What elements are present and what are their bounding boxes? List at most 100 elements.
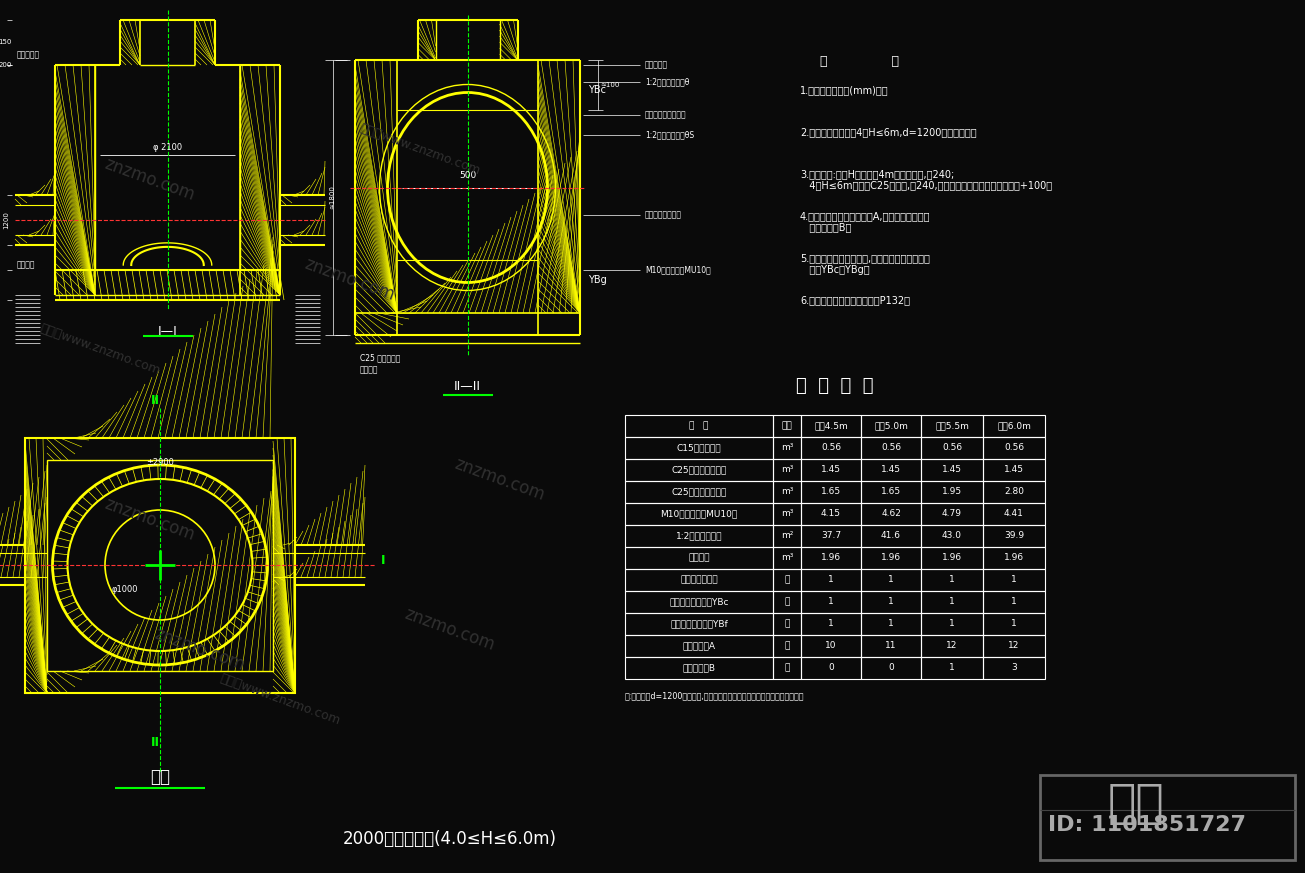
Text: 污水钉筋井盖座: 污水钉筋井盖座 bbox=[680, 575, 718, 585]
Bar bbox=[55, 65, 95, 295]
Bar bbox=[773, 459, 801, 481]
Bar bbox=[773, 635, 801, 657]
Text: 1.96: 1.96 bbox=[942, 553, 962, 562]
Text: 锥形进入段: 锥形进入段 bbox=[17, 50, 40, 59]
Bar bbox=[983, 459, 1045, 481]
Bar bbox=[1040, 775, 1295, 860]
Bar bbox=[773, 547, 801, 569]
Bar bbox=[921, 415, 983, 437]
Bar bbox=[773, 437, 801, 459]
Bar bbox=[355, 60, 397, 313]
Bar bbox=[773, 591, 801, 613]
Text: 2.80: 2.80 bbox=[1004, 487, 1024, 497]
Bar bbox=[983, 657, 1045, 679]
Bar bbox=[921, 437, 983, 459]
Bar bbox=[983, 415, 1045, 437]
Text: II—II: II—II bbox=[454, 380, 482, 393]
Bar bbox=[801, 635, 861, 657]
Text: 预制钢筋混凝土底板: 预制钢筋混凝土底板 bbox=[645, 111, 686, 120]
Bar bbox=[861, 635, 921, 657]
Text: 3.井壁厚度:井深H小于等于4m的分用一砍,厉240;
   4＜H≤6m的分用C25混凝土,厉240,且混凝土底座不低于管顶板底角+100。: 3.井壁厚度:井深H小于等于4m的分用一砍,厉240; 4＜H≤6m的分用C25… bbox=[800, 169, 1052, 190]
Text: 500: 500 bbox=[459, 170, 476, 180]
Bar bbox=[625, 569, 773, 591]
Text: 4.在碗形进入段如包密框舶A,在平碗混凝土井壁
   处包密框舶B。: 4.在碗形进入段如包密框舶A,在平碗混凝土井壁 处包密框舶B。 bbox=[800, 211, 930, 232]
Text: znzmo.com: znzmo.com bbox=[402, 605, 497, 655]
Text: 43.0: 43.0 bbox=[942, 532, 962, 540]
Bar bbox=[355, 313, 579, 343]
Text: 0: 0 bbox=[829, 663, 834, 672]
Text: 1: 1 bbox=[949, 620, 955, 629]
Bar bbox=[625, 503, 773, 525]
Text: ID: 1101851727: ID: 1101851727 bbox=[1048, 815, 1246, 835]
Bar bbox=[625, 437, 773, 459]
Bar bbox=[194, 20, 215, 65]
Bar bbox=[625, 613, 773, 635]
Bar bbox=[773, 613, 801, 635]
Bar bbox=[25, 438, 47, 693]
Bar bbox=[273, 438, 295, 693]
Text: znzmo.com: znzmo.com bbox=[102, 495, 197, 545]
Text: 1: 1 bbox=[889, 620, 894, 629]
Text: 1: 1 bbox=[949, 663, 955, 672]
Text: 平面: 平面 bbox=[150, 768, 170, 786]
Text: 6.井盖及井底板尺寸见本图表P132。: 6.井盖及井底板尺寸见本图表P132。 bbox=[800, 295, 910, 305]
Bar bbox=[0, 545, 47, 553]
Bar bbox=[983, 437, 1045, 459]
Text: 1.45: 1.45 bbox=[821, 465, 840, 475]
Text: 知未: 知未 bbox=[1108, 782, 1165, 827]
Text: I—I: I—I bbox=[158, 325, 177, 338]
Bar bbox=[921, 503, 983, 525]
Bar bbox=[861, 569, 921, 591]
Text: ≈1800: ≈1800 bbox=[329, 186, 335, 210]
Bar bbox=[773, 525, 801, 547]
Text: 1200: 1200 bbox=[3, 211, 9, 229]
Text: 井深4.5m: 井深4.5m bbox=[814, 422, 848, 430]
Bar bbox=[983, 591, 1045, 613]
Bar bbox=[625, 657, 773, 679]
Bar bbox=[921, 657, 983, 679]
Text: 1.65: 1.65 bbox=[881, 487, 900, 497]
Bar bbox=[861, 437, 921, 459]
Text: 说                明: 说 明 bbox=[820, 55, 899, 68]
Text: C15混凝土垫层: C15混凝土垫层 bbox=[677, 443, 722, 452]
Bar bbox=[625, 481, 773, 503]
Text: I: I bbox=[381, 553, 385, 567]
Bar bbox=[861, 657, 921, 679]
Bar bbox=[801, 481, 861, 503]
Bar bbox=[500, 20, 518, 60]
Text: m³: m³ bbox=[780, 487, 793, 497]
Bar bbox=[861, 591, 921, 613]
Bar bbox=[625, 459, 773, 481]
Bar bbox=[773, 569, 801, 591]
Text: 知末网www.znzmo.com: 知末网www.znzmo.com bbox=[358, 122, 482, 178]
Text: 1: 1 bbox=[829, 620, 834, 629]
Text: m³: m³ bbox=[780, 553, 793, 562]
Bar bbox=[47, 460, 273, 671]
Text: 1: 1 bbox=[949, 597, 955, 607]
Text: 1: 1 bbox=[889, 597, 894, 607]
Bar bbox=[921, 613, 983, 635]
Text: 1.45: 1.45 bbox=[942, 465, 962, 475]
Text: 5.污水钉筋井盖座为碗形,预制钉筋混凝土盖分别
   采用YBc和YBg。: 5.污水钉筋井盖座为碗形,预制钉筋混凝土盖分别 采用YBc和YBg。 bbox=[800, 253, 930, 275]
Bar bbox=[801, 569, 861, 591]
Bar bbox=[921, 635, 983, 657]
Text: znzmo.com: znzmo.com bbox=[453, 456, 548, 505]
Bar bbox=[47, 438, 273, 460]
Text: m³: m³ bbox=[780, 465, 793, 475]
Bar bbox=[861, 481, 921, 503]
Text: 41.6: 41.6 bbox=[881, 532, 900, 540]
Text: 1: 1 bbox=[1011, 597, 1017, 607]
Bar bbox=[921, 459, 983, 481]
Text: 1.95: 1.95 bbox=[942, 487, 962, 497]
Text: C25钉筋混凝土井壁: C25钉筋混凝土井壁 bbox=[671, 487, 727, 497]
Bar bbox=[47, 671, 273, 693]
Text: 注:工程数量d=1200管径计算,表中数据已扣除管道所占的掖面面积及管体体积: 注:工程数量d=1200管径计算,表中数据已扣除管道所占的掖面面积及管体体积 bbox=[625, 691, 804, 700]
Bar bbox=[773, 481, 801, 503]
Text: znzmo.com: znzmo.com bbox=[303, 255, 398, 305]
Text: II: II bbox=[150, 737, 159, 750]
Text: 1: 1 bbox=[1011, 575, 1017, 585]
Text: II: II bbox=[150, 394, 159, 407]
Bar bbox=[273, 577, 365, 585]
Bar bbox=[983, 503, 1045, 525]
Bar bbox=[801, 591, 861, 613]
